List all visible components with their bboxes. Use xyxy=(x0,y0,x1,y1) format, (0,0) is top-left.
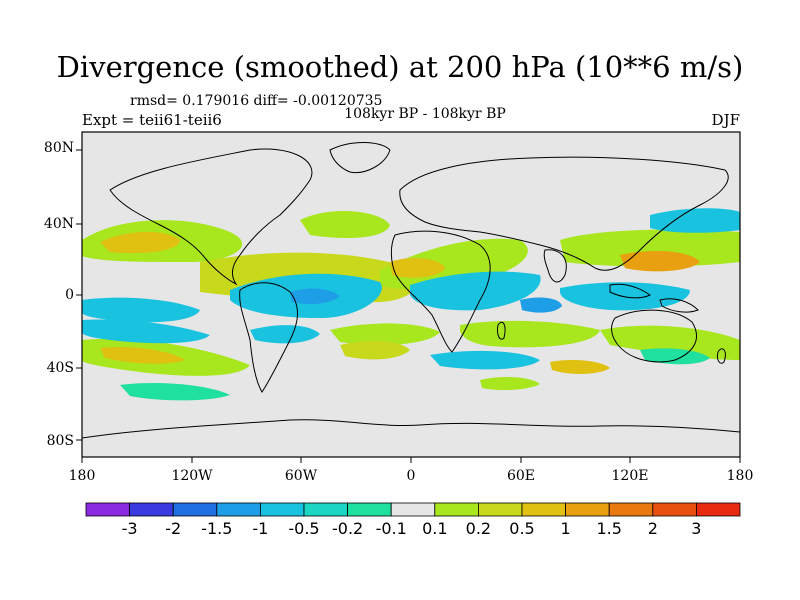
contour-negative xyxy=(650,208,740,233)
contour-positive xyxy=(460,320,600,348)
colorbar-label: -0.5 xyxy=(288,519,320,538)
contour-positive xyxy=(620,250,700,272)
colorbar-label: 0.2 xyxy=(465,519,492,538)
contour-positive xyxy=(480,376,540,391)
colorbar-swatch xyxy=(259,502,305,517)
contour-positive xyxy=(550,360,610,374)
colorbar-label: -2 xyxy=(165,519,182,538)
colorbar-label: 2 xyxy=(647,519,658,538)
colorbar-swatch xyxy=(608,502,654,517)
contour-positive xyxy=(100,232,180,254)
colorbar-swatch xyxy=(85,502,130,517)
colorbar-label: 1 xyxy=(560,519,571,538)
contour-negative xyxy=(410,271,541,311)
colorbar-label: 0.5 xyxy=(509,519,535,538)
colorbar-label: -1 xyxy=(252,519,269,538)
colorbar-label: 3 xyxy=(691,519,702,538)
contour-negative xyxy=(640,348,710,365)
contour-negative xyxy=(82,319,210,344)
lon-label-0: 0 xyxy=(406,468,416,484)
contour-positive xyxy=(600,325,740,360)
contour-positive xyxy=(100,347,185,364)
colorbar-label: 0.1 xyxy=(422,519,448,538)
colorbar-label: -0.2 xyxy=(331,519,364,538)
colorbar-swatch xyxy=(172,502,218,517)
lon-label-60w: 60W xyxy=(284,468,318,484)
colorbar-swatch xyxy=(477,502,523,517)
colorbar-swatch xyxy=(521,502,566,517)
contour-positive xyxy=(300,210,390,238)
rmsd-diff-stats: rmsd= 0.179016 diff= -0.00120735 xyxy=(130,93,383,109)
contour-negative xyxy=(290,288,340,304)
colorbar-label: -0.1 xyxy=(375,519,407,538)
colorbar-swatch xyxy=(434,502,479,517)
colorbar-swatch xyxy=(696,502,741,517)
colorbar-swatch xyxy=(652,502,697,517)
lat-label-80s: 80S xyxy=(46,433,74,449)
colorbar-label: -3 xyxy=(121,519,138,538)
colorbar xyxy=(85,502,741,517)
contour-positive xyxy=(390,258,445,278)
contour-positive xyxy=(330,323,440,345)
colorbar-swatch xyxy=(216,502,261,517)
colorbar-swatch xyxy=(565,502,610,517)
lat-label-80n: 80N xyxy=(43,140,74,156)
colorbar-swatch xyxy=(303,502,348,517)
contour-negative xyxy=(120,383,230,401)
lon-label-120e: 120E xyxy=(611,468,649,484)
contour-negative xyxy=(560,282,690,311)
plot-title: Divergence (smoothed) at 200 hPa (10**6 … xyxy=(56,50,744,84)
contour-positive xyxy=(560,229,740,267)
lat-label-40s: 40S xyxy=(46,360,74,376)
lon-label-120w: 120W xyxy=(171,468,213,484)
axis-ticks xyxy=(76,149,741,463)
colorbar-swatch xyxy=(390,502,436,517)
colorbar-swatch xyxy=(347,502,392,517)
lon-label-180e: 180 xyxy=(726,468,754,484)
coastlines xyxy=(81,142,741,439)
lon-label-60e: 60E xyxy=(506,468,536,484)
lon-label-180w: 180 xyxy=(68,468,96,484)
season-label: DJF xyxy=(711,111,740,129)
period-label: 108kyr BP - 108kyr BP xyxy=(344,106,506,122)
lat-label-0: 0 xyxy=(65,287,74,303)
contour-negative xyxy=(430,350,540,370)
colorbar-label: -1.5 xyxy=(201,519,233,538)
colorbar-label: 1.5 xyxy=(596,519,622,538)
experiment-label: Expt = teii61-teii6 xyxy=(82,111,222,129)
contour-positive xyxy=(340,340,410,360)
colorbar-swatch xyxy=(129,502,174,517)
divergence-contours xyxy=(82,208,740,401)
contour-negative xyxy=(250,325,320,344)
contour-negative xyxy=(82,297,200,323)
contour-negative xyxy=(520,297,562,313)
lat-label-40n: 40N xyxy=(43,216,74,232)
